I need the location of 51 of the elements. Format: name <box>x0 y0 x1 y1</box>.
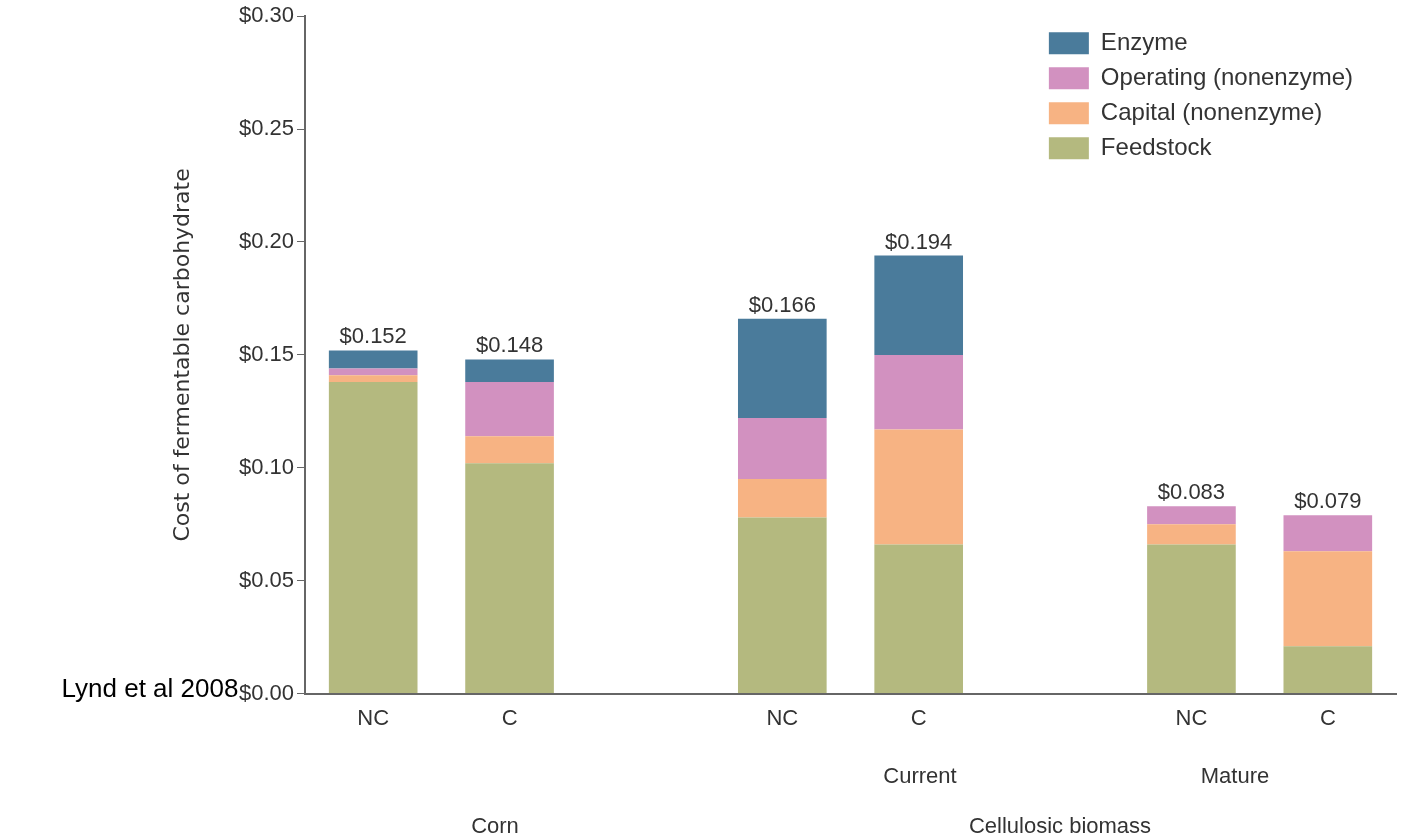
x-tick-label: NC <box>357 704 390 730</box>
legend-label: Capital (nonenzyme) <box>1100 97 1323 125</box>
legend-label: Enzyme <box>1100 27 1188 55</box>
bar <box>328 350 418 369</box>
bar <box>737 479 827 518</box>
y-axis-title: Cost of fermentable carbohydrate <box>168 168 194 542</box>
y-tick-label: $0.15 <box>238 340 294 366</box>
legend-label: Operating (nonenzyme) <box>1100 62 1354 90</box>
x-tick-label: NC <box>1175 704 1208 730</box>
bar <box>874 354 964 430</box>
bar <box>1147 506 1236 525</box>
bar <box>1147 544 1236 694</box>
total-label: $0.152 <box>339 323 407 349</box>
bar <box>328 375 418 382</box>
bar <box>1283 515 1373 552</box>
total-label: $0.194 <box>885 228 953 254</box>
total-label: $0.079 <box>1294 488 1362 514</box>
x-tick-label: C <box>1319 704 1336 730</box>
bar <box>874 429 964 545</box>
x-tick-label: C <box>910 704 927 730</box>
y-tick-label: $0.10 <box>238 453 294 479</box>
total-label: $0.083 <box>1157 479 1226 505</box>
bar <box>1283 551 1373 647</box>
bar <box>737 418 827 480</box>
bar <box>874 544 964 694</box>
bar <box>737 318 827 419</box>
bar <box>328 368 418 376</box>
bar <box>874 255 964 355</box>
text: Mature <box>1200 763 1270 789</box>
bar <box>1147 524 1236 545</box>
total-label: $0.148 <box>475 332 544 358</box>
bar <box>465 463 554 694</box>
bar <box>1283 646 1373 694</box>
total-label: $0.166 <box>748 291 816 317</box>
y-tick-label: $0.20 <box>238 228 294 254</box>
x-tick-label: C <box>501 704 518 730</box>
text: Current <box>883 763 957 789</box>
text: Lynd et al 2008 <box>61 673 239 704</box>
y-tick-label: $0.05 <box>238 566 294 592</box>
text: Corn <box>471 813 519 839</box>
bar <box>328 382 418 694</box>
legend-label: Feedstock <box>1100 132 1213 160</box>
bar <box>465 436 554 464</box>
bar <box>737 517 827 694</box>
text: Cellulosic biomass <box>968 813 1152 839</box>
bar <box>465 382 554 437</box>
bar <box>465 359 554 382</box>
y-tick-label: $0.30 <box>238 2 294 28</box>
y-tick-label: $0.00 <box>238 679 294 705</box>
y-tick-label: $0.25 <box>238 115 294 141</box>
x-tick-label: NC <box>766 704 799 730</box>
